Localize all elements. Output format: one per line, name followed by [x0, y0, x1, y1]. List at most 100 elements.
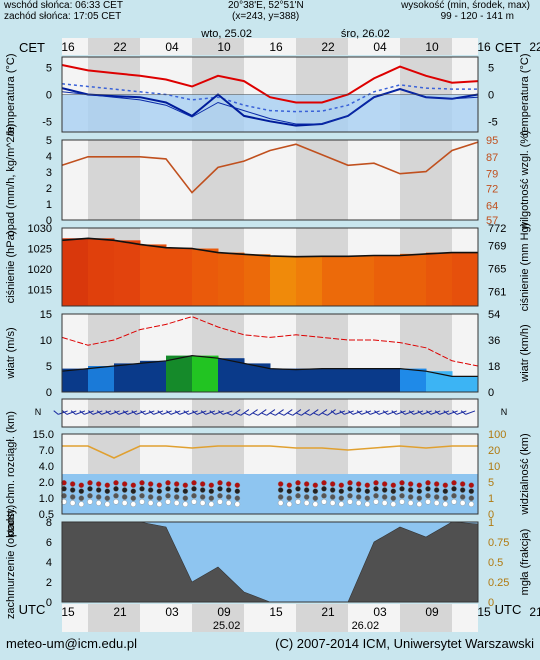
wind-barb-feather [200, 410, 206, 415]
wind-barb-feather [166, 410, 172, 415]
wind-barb-feather [391, 410, 397, 415]
wind-barb-feather [226, 412, 233, 416]
cloud-base-dot [442, 488, 449, 495]
panel-precip-band [296, 140, 348, 220]
wind-barb-feather [313, 412, 319, 416]
wind-barb [382, 410, 398, 415]
cloud-base-dot [87, 485, 93, 492]
pressure-tick-right: 772 [488, 223, 506, 235]
wind-barb-shaft [275, 409, 284, 416]
cloud-base-dot [329, 500, 336, 506]
wind-speed-column [192, 355, 219, 392]
cloud-base-dot [95, 481, 102, 487]
wind-barb-shaft [101, 410, 112, 415]
cloud-base-dot [61, 492, 67, 499]
cloud-base-dot [312, 488, 319, 495]
cloud-base-dot [225, 487, 232, 493]
cloud-base-dot [277, 494, 284, 500]
wind-barb-shaft [344, 410, 354, 415]
wind-tick-right: 18 [488, 361, 500, 373]
wind-barb [122, 410, 138, 415]
cover-tick-left: 2 [46, 577, 52, 589]
cloud-base-dot [459, 500, 466, 506]
cloud-base-dot [69, 494, 76, 500]
wind-barb-feather [96, 410, 102, 415]
cloud-base-dot [355, 494, 362, 500]
pressure-column [244, 254, 271, 306]
cloud-base-dot [451, 492, 457, 499]
wind-barb [235, 409, 250, 416]
cloud-base-dot [225, 494, 232, 500]
cloud-base-dot [303, 494, 310, 500]
wind-barb-shaft [456, 410, 467, 415]
pressure-column [452, 252, 479, 306]
cloud-base-dot [113, 485, 119, 492]
cloud-tick-left: 1.0 [39, 493, 54, 505]
cloud-tick-left: 7.0 [39, 445, 54, 457]
bottom-hour-label: 15 [269, 605, 283, 619]
cloud-base-dot [312, 501, 319, 508]
pressure-column [88, 238, 115, 306]
cloud-tick-left: 2.0 [39, 477, 54, 489]
cloud-base-dot [130, 495, 137, 502]
wind-barb-feather [348, 410, 354, 415]
cloud-tick-left: 4.0 [39, 461, 54, 473]
cover-tick-left: 8 [46, 517, 52, 529]
pressure-column [192, 248, 219, 306]
humidity-line [61, 141, 479, 194]
cloud-base-dot [295, 479, 301, 486]
cloud-base-dot [442, 495, 449, 502]
wind-barb-shaft [249, 409, 258, 416]
cloud-base-dot [199, 494, 206, 500]
precip-tick-left: 5 [46, 135, 52, 147]
pressure-column [322, 256, 349, 306]
bottom-hour-label: 03 [373, 605, 387, 619]
wind-barb [243, 409, 258, 416]
pressure-tick-right: 765 [488, 263, 506, 275]
wind-barb-shaft [170, 410, 181, 415]
wind-barb-feather [443, 410, 449, 415]
sunset-text: zachód słońca: 17:05 CET [4, 11, 122, 22]
wind-speed-line [61, 354, 478, 377]
wind-tick-right: 54 [488, 309, 500, 321]
cover-tick-left: 6 [46, 537, 52, 549]
cloud-base-dot [407, 500, 414, 506]
precip-tick-left: 4 [46, 151, 52, 163]
cloud-base-dot [95, 500, 102, 506]
panel-label-right: wilgotność wzgl. (%) [519, 130, 531, 231]
cloud-base-dot [321, 492, 327, 499]
wind-barb-shaft [448, 410, 458, 415]
cloud-base-dot [347, 479, 353, 486]
cloud-base-dot [191, 498, 197, 505]
cloud-base-dot [312, 495, 319, 502]
wind-barb-shaft [205, 410, 216, 415]
wind-barb [356, 410, 372, 415]
cloud-base-dot [425, 498, 431, 505]
cloud-base-dot [61, 485, 67, 492]
wind-barb-shaft [378, 410, 389, 415]
top-hour-label: 16 [61, 40, 75, 54]
cloud-base-dot [113, 498, 119, 505]
visibility-tick-right: 20 [488, 445, 500, 457]
wind-barb [452, 410, 467, 415]
wind-barb [226, 409, 241, 416]
cloud-base-dot [355, 500, 362, 506]
cloud-base-dot [390, 501, 397, 508]
top-hour-label: 10 [217, 40, 231, 54]
wind-barb-shaft [404, 410, 415, 415]
cloud-base-dot [321, 479, 327, 486]
cloud-base-dot [130, 482, 137, 489]
cover-tick-left: 0 [46, 597, 52, 609]
panel-temp-border [61, 56, 479, 133]
wind-barb-feather [79, 410, 85, 415]
footer-email[interactable]: meteo-um@icm.edu.pl [6, 636, 137, 651]
panel-label-left: wiatr (m/s) [5, 327, 17, 379]
wind-speed-column [296, 368, 323, 392]
cloud-base-dot [130, 488, 137, 495]
temp-tick-right: 0 [488, 90, 494, 102]
cloud-base-dot [338, 501, 345, 508]
cloud-base-dot [191, 492, 197, 499]
wind-barb-shaft [335, 410, 346, 415]
cloud-base-dot [295, 492, 301, 499]
cloud-base-dot [217, 498, 223, 505]
